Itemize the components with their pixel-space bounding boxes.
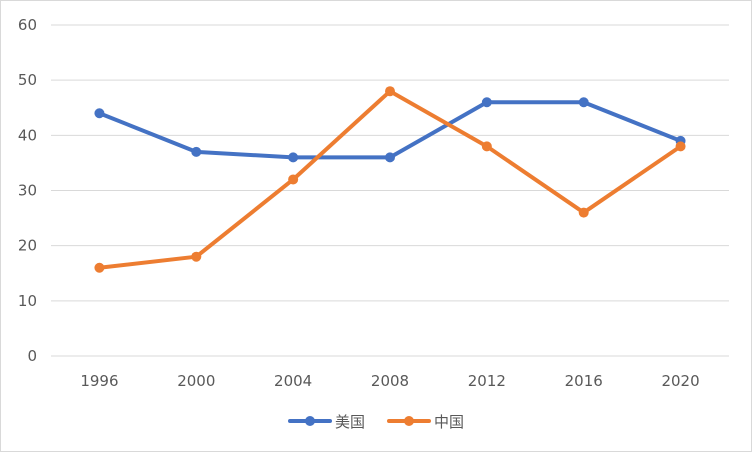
data-point-1-3 <box>385 86 395 96</box>
y-tick-label: 30 <box>18 182 37 200</box>
data-point-1-5 <box>579 208 589 218</box>
x-tick-label: 2008 <box>371 372 409 390</box>
x-tick-label: 2020 <box>661 372 699 390</box>
legend-label-1: 中国 <box>434 413 464 431</box>
y-tick-label: 40 <box>18 126 37 144</box>
data-point-0-0 <box>94 108 104 118</box>
series-layer <box>94 86 685 273</box>
y-tick-label: 10 <box>18 292 37 310</box>
data-point-1-1 <box>191 252 201 262</box>
x-tick-label: 2016 <box>565 372 603 390</box>
x-tick-label: 2000 <box>177 372 215 390</box>
y-tick-label: 20 <box>18 237 37 255</box>
y-tick-label: 60 <box>18 16 37 34</box>
data-point-1-0 <box>94 263 104 273</box>
x-tick-label: 2012 <box>468 372 506 390</box>
legend-label-0: 美国 <box>335 413 365 431</box>
data-point-1-4 <box>482 141 492 151</box>
legend: 美国 中国 <box>290 413 464 431</box>
x-tick-label: 2004 <box>274 372 312 390</box>
data-point-1-2 <box>288 174 298 184</box>
series-line-1 <box>99 91 680 268</box>
data-point-0-1 <box>191 147 201 157</box>
x-tick-label: 1996 <box>80 372 118 390</box>
legend-marker-0 <box>305 416 315 426</box>
y-tick-label: 0 <box>27 347 37 365</box>
y-tick-label: 50 <box>18 71 37 89</box>
data-point-0-2 <box>288 152 298 162</box>
legend-marker-1 <box>404 416 414 426</box>
gridlines <box>51 25 729 356</box>
data-point-0-4 <box>482 97 492 107</box>
data-point-0-5 <box>579 97 589 107</box>
series-line-0 <box>99 102 680 157</box>
data-point-0-3 <box>385 152 395 162</box>
data-point-1-6 <box>676 141 686 151</box>
